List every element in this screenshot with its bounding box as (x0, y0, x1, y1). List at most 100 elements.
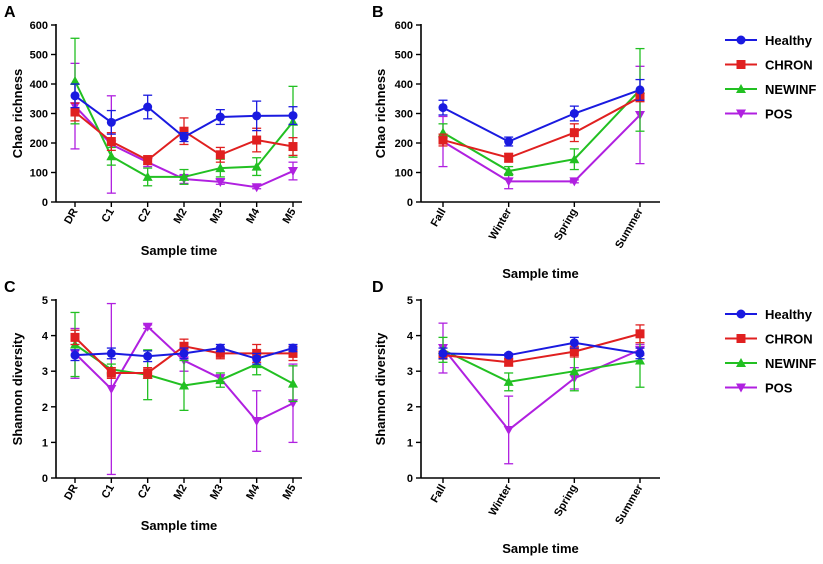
panel-a-y-tick-label: 500 (30, 50, 48, 62)
legend-marker-chron (736, 60, 746, 69)
panel-b-point-healthy (569, 109, 579, 118)
panel-d-letter: D (372, 279, 384, 296)
panel-c-point-chron (288, 348, 298, 358)
panel-a-y-tick-label: 600 (30, 20, 48, 32)
panel-d-y-tick-label: 1 (407, 437, 413, 449)
panel-b-y-tick-label: 100 (395, 168, 413, 180)
panel-d-series-newinf (438, 333, 645, 392)
panel-c-y-tick-label: 4 (42, 331, 49, 343)
panel-a-point-newinf (251, 161, 262, 171)
panel-c-y-tick-label: 5 (42, 295, 48, 307)
panel-a-y-tick-label: 400 (30, 79, 48, 91)
panel-b-y-tick-label: 600 (395, 20, 413, 32)
panel-c-point-chron (143, 368, 153, 378)
panel-b-y-tick-label: 200 (395, 138, 413, 150)
panel-c-point-newinf (288, 378, 298, 388)
panel-d-point-healthy (504, 350, 514, 360)
panel-c-point-chron (106, 368, 116, 378)
panel-a-point-newinf (215, 163, 226, 173)
panel-a-point-chron (106, 137, 116, 147)
legend-marker-chron (736, 334, 746, 343)
panel-c-point-newinf (215, 375, 226, 385)
panel-b-point-pos (503, 177, 514, 187)
panel-b-point-chron (504, 153, 514, 163)
panel-a-point-chron (252, 135, 262, 145)
panel-c-y-tick-label: 3 (42, 366, 48, 378)
panel-b-point-chron (569, 128, 579, 138)
panel-a-point-healthy (70, 91, 80, 101)
legend-marker-healthy (736, 309, 746, 319)
panel-d-x-axis-title: Sample time (502, 541, 579, 556)
panel-a-y-tick-label: 0 (42, 197, 48, 209)
panel-b-point-healthy (635, 85, 645, 95)
panel-b-series-healthy (438, 78, 645, 147)
panel-c-point-chron (215, 348, 225, 358)
panel-b-x-tick-label: Winter (487, 206, 515, 242)
panel-a-point-newinf (179, 171, 189, 181)
panel-d-point-chron (569, 347, 579, 357)
panel-b: B 0 100 200 300 400 500 600 Fall Winter Spring Summ… (372, 4, 660, 281)
panel-c-x-tick-label: M4 (244, 482, 262, 502)
panel-a-y-axis-title: Chao richness (10, 69, 25, 159)
panel-d-line-chron (442, 332, 641, 364)
legend-label-healthy: Healthy (765, 33, 813, 48)
panel-a-point-chron (179, 126, 189, 136)
panel-a-series-newinf (70, 37, 298, 187)
panel-d: D 0 1 2 3 4 5 Fall Winter Spring Summer Sample time… (372, 279, 660, 556)
panel-a-point-pos (215, 177, 226, 187)
panel-d-line-healthy (442, 341, 641, 357)
panel-b-y-tick-label: 0 (407, 197, 413, 209)
legend-bottom: Healthy CHRON NEWINF POS (725, 307, 816, 396)
legend-marker-pos (736, 109, 746, 119)
panel-a-point-chron (215, 150, 225, 160)
panel-a-x-tick-label: DR (62, 206, 80, 226)
panel-b-x-tick-label: Summer (613, 206, 646, 251)
panel-c-point-healthy (288, 343, 298, 353)
legend-marker-newinf (736, 84, 746, 93)
panel-d-y-axis-title: Shannon diversity (373, 332, 388, 445)
panel-b-y-tick-label: 300 (395, 109, 413, 121)
panel-b-point-healthy (504, 137, 514, 147)
panel-a-x-tick-label: M2 (172, 207, 190, 226)
panel-b-line-newinf (442, 89, 641, 173)
panel-c-point-chron (179, 341, 189, 351)
panel-a-letter: A (4, 4, 16, 21)
panel-a-point-healthy (143, 102, 153, 112)
panel-d-x-tick-label: Fall (429, 483, 449, 505)
panel-a-y-tick-label: 100 (30, 168, 48, 180)
panel-d-point-newinf (569, 366, 580, 376)
panel-d-point-healthy (635, 348, 645, 358)
panel-a-y-tick-label: 200 (30, 138, 48, 150)
panel-c-point-pos (251, 417, 262, 427)
panel-b-x-tick-label: Spring (552, 207, 580, 243)
panel-d-series-pos (438, 322, 645, 465)
panel-d-y-tick-label: 5 (407, 295, 413, 307)
panel-c-y-tick-label: 2 (42, 402, 48, 414)
panel-b-x-axis-title: Sample time (502, 266, 579, 281)
panel-d-point-newinf (503, 376, 514, 386)
panel-a: A 0 100 200 300 400 500 600 DR C1 C2 M2 M3 M4 M5 Sample… (4, 4, 302, 258)
panel-b-point-healthy (438, 103, 448, 113)
panel-d-y-tick-label: 0 (407, 473, 413, 485)
panel-c-series-healthy (70, 343, 298, 365)
panel-d-point-chron (504, 357, 514, 367)
legend-label-pos: POS (765, 381, 793, 396)
panel-a-point-healthy (288, 111, 298, 121)
panel-a-point-healthy (106, 117, 116, 127)
panel-b-line-healthy (442, 88, 641, 143)
panel-a-point-newinf (106, 151, 117, 161)
panel-b-y-tick-label: 500 (395, 50, 413, 62)
panel-a-series-healthy (70, 83, 298, 143)
panel-c-point-chron (70, 332, 80, 342)
panel-c-point-healthy (143, 351, 153, 361)
panel-c: C 0 1 2 3 4 5 DR C1 C2 M2 M3 M4 M5 Sample time Shannon … (4, 279, 302, 533)
panel-a-y-tick-label: 300 (30, 109, 48, 121)
panel-b-line-pos (442, 114, 641, 183)
panel-c-letter: C (4, 279, 16, 296)
panel-c-x-tick-label: C1 (100, 483, 117, 501)
panel-c-y-axis-title: Shannon diversity (10, 332, 25, 445)
panel-b-point-chron (438, 135, 448, 145)
legend-label-newinf: NEWINF (765, 82, 816, 97)
panel-c-y-tick-label: 1 (42, 437, 48, 449)
